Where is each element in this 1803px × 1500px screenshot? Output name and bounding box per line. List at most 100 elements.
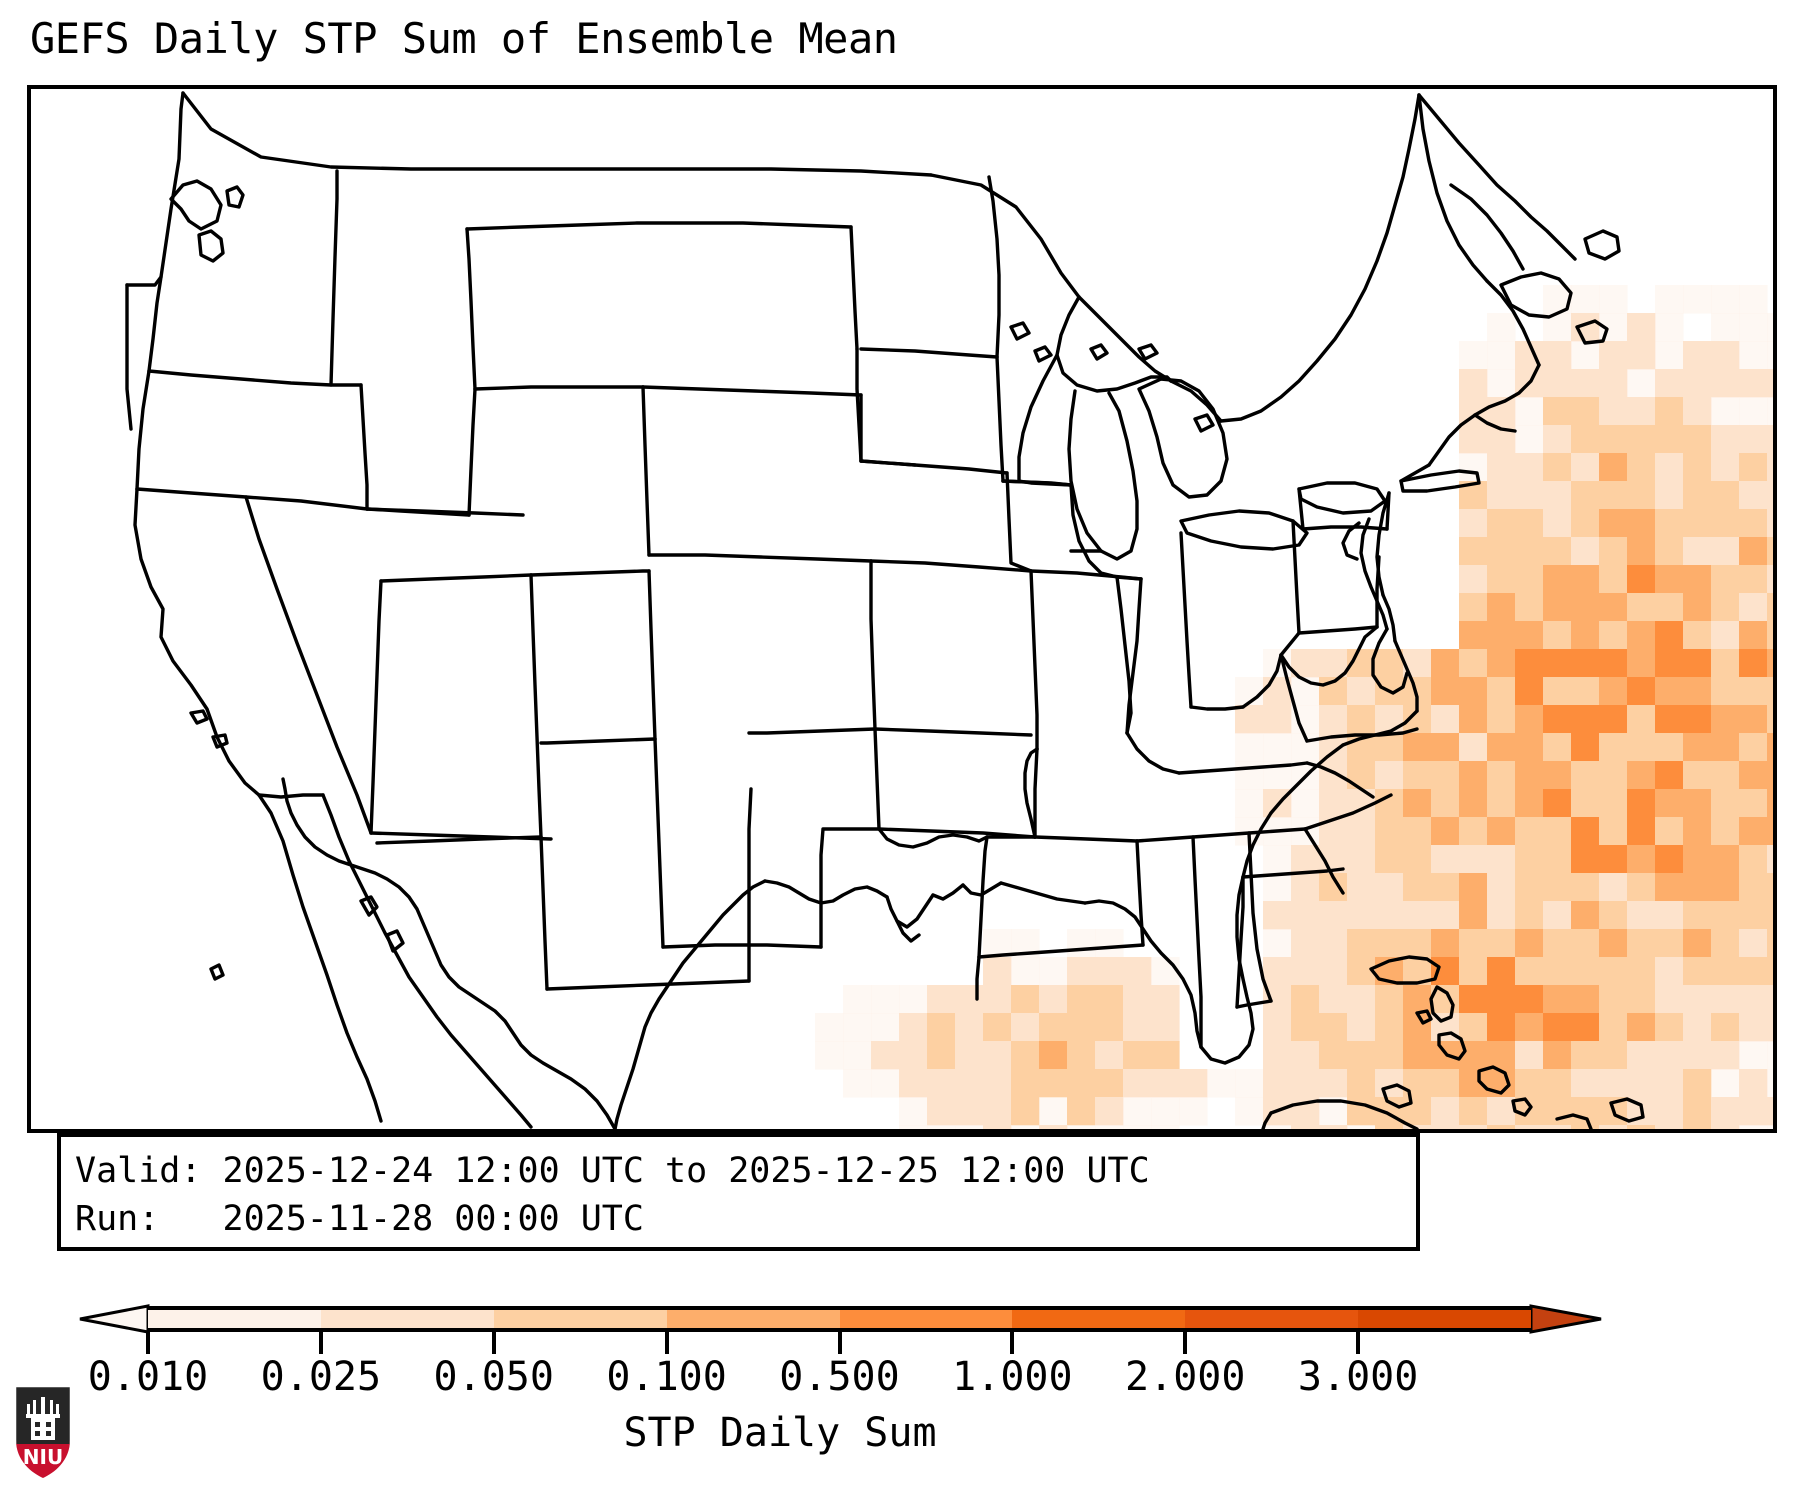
stp-grid-cell xyxy=(1459,789,1488,818)
stp-grid-cell xyxy=(1627,789,1656,818)
stp-grid-cell xyxy=(1543,957,1572,986)
stp-grid-cell xyxy=(1739,677,1768,706)
colorbar-segment[interactable] xyxy=(1358,1310,1531,1328)
stp-grid-cell xyxy=(1487,873,1516,902)
stp-grid-cell xyxy=(871,985,900,1014)
colorbar-segment[interactable] xyxy=(1012,1310,1186,1328)
stp-grid-cell xyxy=(1291,901,1320,930)
stp-grid-cell xyxy=(1515,425,1544,454)
stp-grid-cell xyxy=(1235,789,1264,818)
stp-grid-cell xyxy=(1347,1041,1376,1070)
stp-grid-cell xyxy=(815,1013,844,1042)
colorbar-segment[interactable] xyxy=(320,1310,494,1328)
stp-grid-cell xyxy=(1459,369,1488,398)
stp-grid-cell xyxy=(1487,817,1516,846)
stp-grid-cell xyxy=(1543,1013,1572,1042)
stp-grid-cell xyxy=(1319,1041,1348,1070)
stp-grid-cell xyxy=(1515,817,1544,846)
stp-grid-cell xyxy=(1487,761,1516,790)
stp-grid-cell xyxy=(1459,985,1488,1014)
stp-grid-cell xyxy=(1627,1069,1656,1098)
stp-grid-cell xyxy=(1123,1097,1152,1126)
stp-grid-cell xyxy=(1711,817,1740,846)
stp-grid-cell xyxy=(1767,509,1773,538)
stp-grid-cell xyxy=(1487,481,1516,510)
stp-grid-cell xyxy=(1767,1097,1773,1126)
stp-grid-cell xyxy=(1571,705,1600,734)
stp-grid-cell xyxy=(1683,873,1712,902)
stp-grid-cell xyxy=(1319,1013,1348,1042)
stp-grid-cell xyxy=(1319,957,1348,986)
stp-grid-cell xyxy=(1543,1069,1572,1098)
stp-grid-cell xyxy=(1767,313,1773,342)
map-panel[interactable] xyxy=(27,85,1777,1133)
stp-grid-cell xyxy=(1571,397,1600,426)
colorbar-segment[interactable] xyxy=(148,1310,321,1328)
stp-grid-cell xyxy=(1739,369,1768,398)
stp-grid-cell xyxy=(1711,873,1740,902)
stp-grid-cell xyxy=(1459,537,1488,566)
stp-grid-cell xyxy=(1543,873,1572,902)
stp-grid-cell xyxy=(1711,1069,1740,1098)
stp-grid-cell xyxy=(1543,397,1572,426)
stp-grid-cell xyxy=(1599,649,1628,678)
stp-grid-cell xyxy=(1263,733,1292,762)
colorbar-segment[interactable] xyxy=(493,1310,667,1328)
stp-grid-cell xyxy=(983,929,1012,958)
stp-grid-cell xyxy=(1683,649,1712,678)
stp-grid-cell xyxy=(1487,453,1516,482)
stp-grid-cell xyxy=(1767,957,1773,986)
stp-grid-cell xyxy=(1711,957,1740,986)
stp-grid-cell xyxy=(1571,341,1600,370)
stp-grid-cell xyxy=(1515,901,1544,930)
stp-grid-cell xyxy=(1403,761,1432,790)
stp-grid-cell xyxy=(1655,733,1684,762)
stp-grid-cell xyxy=(1123,957,1152,986)
stp-grid-cell xyxy=(1711,845,1740,874)
stp-grid-cell xyxy=(1767,1013,1773,1042)
stp-grid-cell xyxy=(1515,1069,1544,1098)
stp-grid-cell xyxy=(1711,929,1740,958)
colorbar-segment[interactable] xyxy=(1185,1310,1359,1328)
colorbar-segment[interactable] xyxy=(666,1310,840,1328)
stp-grid-cell xyxy=(1571,369,1600,398)
colorbar-segments[interactable] xyxy=(148,1306,1531,1332)
stp-grid-cell xyxy=(1515,453,1544,482)
colorbar[interactable] xyxy=(62,1304,1602,1334)
stp-grid-cell xyxy=(1235,705,1264,734)
stp-grid-cell xyxy=(1599,481,1628,510)
stp-grid-cell xyxy=(1571,789,1600,818)
stp-grid-cell xyxy=(1515,649,1544,678)
niu-logo[interactable]: NIU xyxy=(12,1382,74,1482)
stp-grid-cell xyxy=(1571,761,1600,790)
stp-grid-cell xyxy=(1515,929,1544,958)
stp-grid-cell xyxy=(1739,1097,1768,1126)
colorbar-tick xyxy=(837,1332,842,1354)
stp-grid-cell xyxy=(1683,1041,1712,1070)
stp-grid-cell xyxy=(1683,285,1712,314)
stp-grid-cell xyxy=(1375,817,1404,846)
stp-grid-cell xyxy=(1039,1125,1068,1129)
stp-grid-cell xyxy=(1543,453,1572,482)
niu-logo-text: NIU xyxy=(23,1445,63,1469)
colorbar-segment[interactable] xyxy=(839,1310,1013,1328)
stp-grid-cell xyxy=(1599,341,1628,370)
stp-grid-cell xyxy=(1767,397,1773,426)
stp-grid-cell xyxy=(1627,481,1656,510)
stp-grid-cell xyxy=(1655,957,1684,986)
run-time-line: Run: 2025-11-28 00:00 UTC xyxy=(75,1199,644,1239)
stp-grid-cell xyxy=(1739,509,1768,538)
stp-grid-cell xyxy=(1459,901,1488,930)
stp-grid-cell xyxy=(1011,1069,1040,1098)
stp-grid-cell xyxy=(1683,733,1712,762)
stp-grid-cell xyxy=(1627,1041,1656,1070)
stp-grid-cell xyxy=(1599,677,1628,706)
stp-grid-cell xyxy=(1571,593,1600,622)
stp-grid-cell xyxy=(1543,845,1572,874)
stp-grid-cell xyxy=(1767,901,1773,930)
stp-grid-cell xyxy=(1571,1013,1600,1042)
stp-grid-cell xyxy=(1739,1069,1768,1098)
stp-grid-cell xyxy=(1375,929,1404,958)
stp-grid-cell xyxy=(1767,1125,1773,1129)
